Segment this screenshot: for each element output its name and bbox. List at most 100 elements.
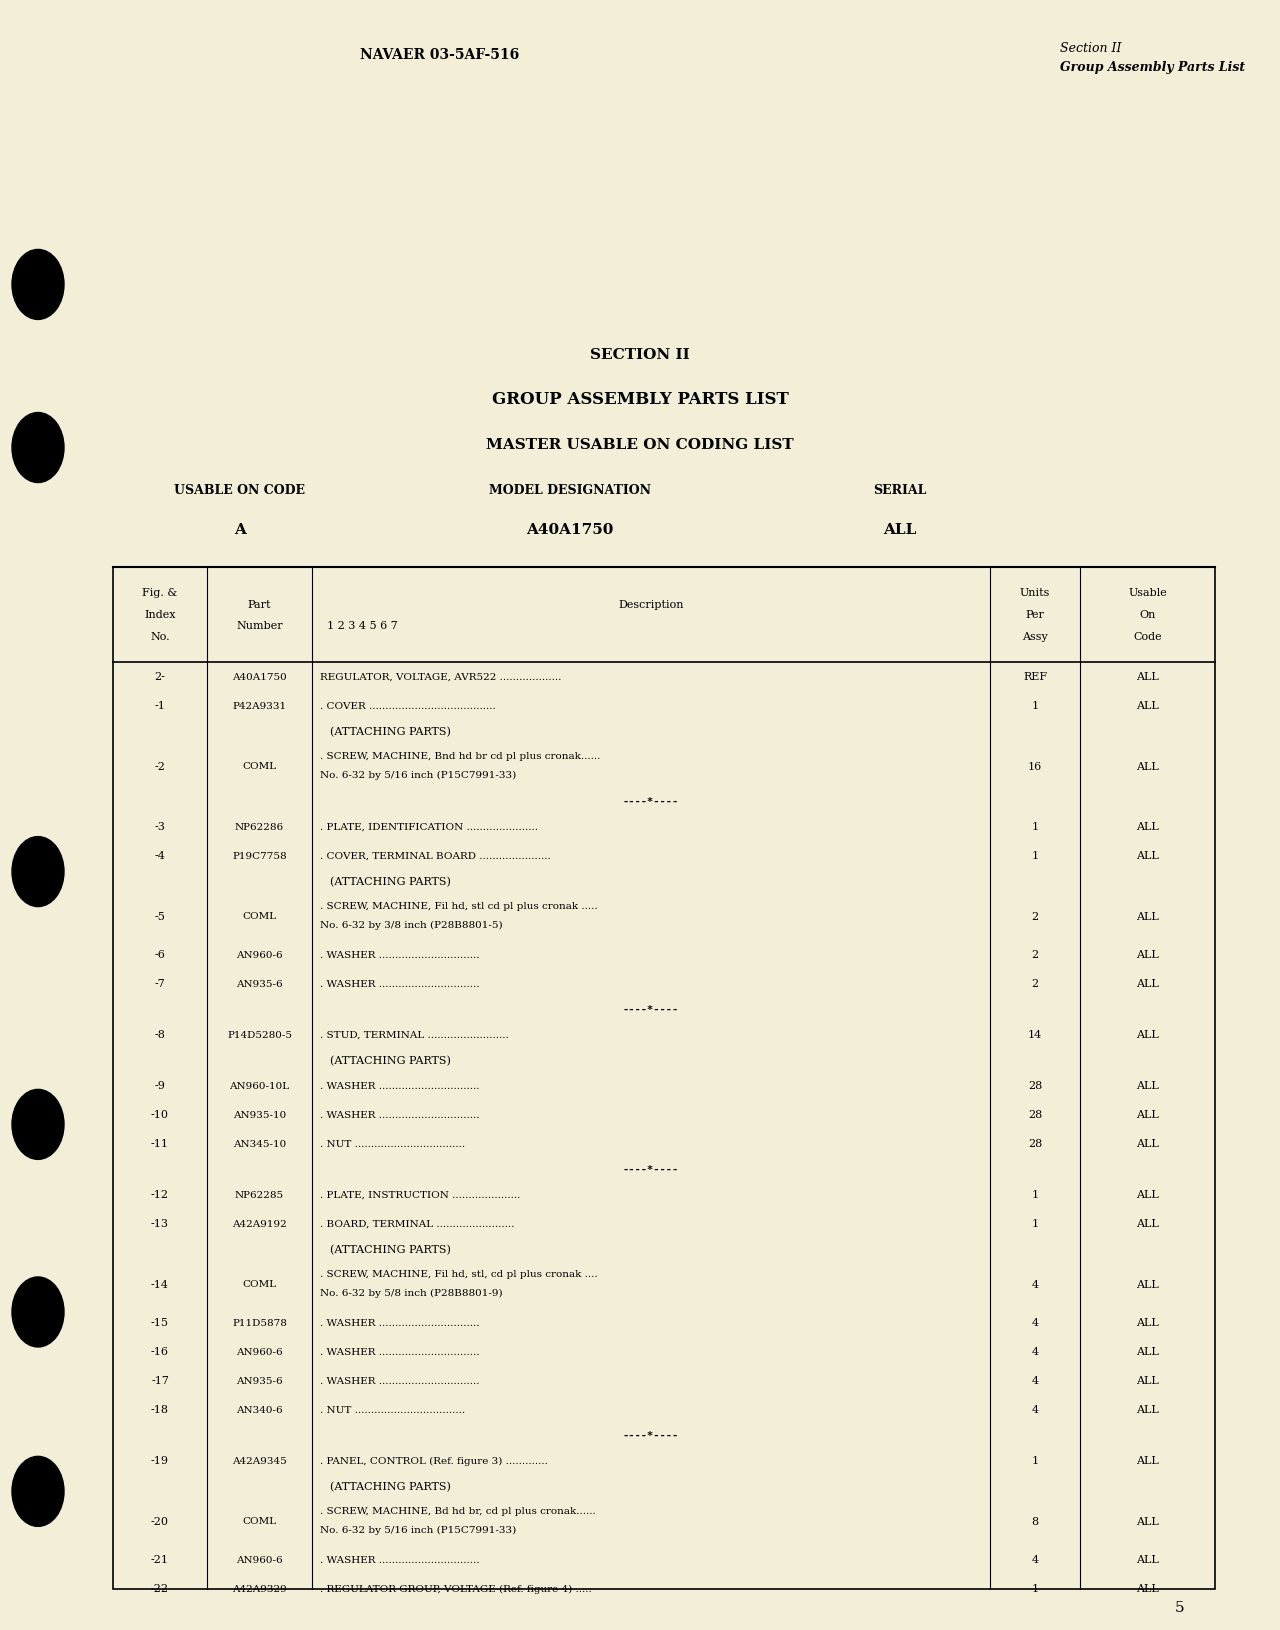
Text: COML: COML [242,911,276,921]
Text: ----*----: ----*---- [623,797,680,807]
Bar [113,567,1215,1589]
Text: . SCREW, MACHINE, Bnd hd br cd pl plus cronak......: . SCREW, MACHINE, Bnd hd br cd pl plus c… [320,751,600,761]
Text: -12: -12 [151,1190,169,1200]
Text: -4: -4 [155,851,165,861]
Text: . WASHER ...............................: . WASHER ............................... [320,1555,480,1565]
Text: ----*----: ----*---- [623,1430,680,1441]
Text: No. 6-32 by 5/16 inch (P15C7991-33): No. 6-32 by 5/16 inch (P15C7991-33) [320,771,516,779]
Ellipse shape [12,251,64,319]
Ellipse shape [12,1090,64,1159]
Text: P11D5878: P11D5878 [232,1319,287,1327]
Text: A42A9329: A42A9329 [232,1584,287,1593]
Text: -2: -2 [155,761,165,771]
Text: Assy: Assy [1023,632,1048,642]
Text: -7: -7 [155,980,165,989]
Text: NP62286: NP62286 [236,823,284,831]
Text: A42A9345: A42A9345 [232,1456,287,1465]
Text: AN960-6: AN960-6 [237,950,283,960]
Text: No. 6-32 by 5/16 inch (P15C7991-33): No. 6-32 by 5/16 inch (P15C7991-33) [320,1526,516,1534]
Text: A: A [234,523,246,536]
Text: 28: 28 [1028,1110,1042,1120]
Text: A42A9192: A42A9192 [232,1219,287,1229]
Text: Number: Number [237,621,283,631]
Text: ALL: ALL [1137,822,1158,831]
Text: 28: 28 [1028,1139,1042,1149]
Text: 2: 2 [1032,950,1038,960]
Text: . WASHER ...............................: . WASHER ............................... [320,1081,480,1090]
Text: (ATTACHING PARTS): (ATTACHING PARTS) [330,727,451,737]
Text: No.: No. [150,632,170,642]
Text: . PLATE, INSTRUCTION .....................: . PLATE, INSTRUCTION ...................… [320,1190,521,1200]
Text: . WASHER ...............................: . WASHER ............................... [320,1110,480,1120]
Text: ALL: ALL [1137,1030,1158,1040]
Text: SECTION II: SECTION II [590,347,690,362]
Text: -8: -8 [155,1030,165,1040]
Text: -10: -10 [151,1110,169,1120]
Text: . NUT ..................................: . NUT .................................. [320,1405,465,1415]
Text: 1: 1 [1032,1583,1038,1594]
Text: AN960-6: AN960-6 [237,1346,283,1356]
Text: . WASHER ...............................: . WASHER ............................... [320,1346,480,1356]
Text: . COVER, TERMINAL BOARD ......................: . COVER, TERMINAL BOARD ................… [320,851,550,861]
Text: -3: -3 [155,822,165,831]
Text: Section II: Section II [1060,41,1121,54]
Text: 1: 1 [1032,822,1038,831]
Text: ALL: ALL [1137,1376,1158,1386]
Text: ALL: ALL [1137,761,1158,771]
Text: -22: -22 [151,1583,169,1594]
Text: -18: -18 [151,1405,169,1415]
Text: P19C7758: P19C7758 [232,851,287,861]
Text: -20: -20 [151,1516,169,1526]
Text: -14: -14 [151,1280,169,1289]
Text: 1: 1 [1032,851,1038,861]
Text: AN935-6: AN935-6 [237,1376,283,1386]
Text: -13: -13 [151,1219,169,1229]
Text: . PANEL, CONTROL (Ref. figure 3) .............: . PANEL, CONTROL (Ref. figure 3) .......… [320,1456,548,1465]
Text: 16: 16 [1028,761,1042,771]
Text: A40A1750: A40A1750 [232,673,287,681]
Text: 4: 4 [1032,1376,1038,1386]
Text: Fig. &: Fig. & [142,588,178,598]
Text: ALL: ALL [1137,1346,1158,1356]
Text: 1: 1 [1032,1456,1038,1465]
Text: ALL: ALL [1137,701,1158,711]
Text: Units: Units [1020,588,1050,598]
Text: 4: 4 [1032,1405,1038,1415]
Text: Code: Code [1133,632,1162,642]
Text: . REGULATOR GROUP, VOLTAGE (Ref. figure 4) .....: . REGULATOR GROUP, VOLTAGE (Ref. figure … [320,1584,591,1593]
Text: NAVAER 03-5AF-516: NAVAER 03-5AF-516 [361,47,520,62]
Text: ALL: ALL [1137,1405,1158,1415]
Text: No. 6-32 by 3/8 inch (P28B8801-5): No. 6-32 by 3/8 inch (P28B8801-5) [320,921,503,929]
Text: AN935-10: AN935-10 [233,1110,287,1120]
Text: ALL: ALL [1137,1583,1158,1594]
Text: ALL: ALL [1137,1280,1158,1289]
Text: AN340-6: AN340-6 [237,1405,283,1415]
Text: . BOARD, TERMINAL ........................: . BOARD, TERMINAL ......................… [320,1219,515,1229]
Text: ALL: ALL [1137,1110,1158,1120]
Ellipse shape [12,1457,64,1526]
Text: . WASHER ...............................: . WASHER ............................... [320,1376,480,1386]
Text: COML: COML [242,1280,276,1289]
Text: ALL: ALL [1137,1139,1158,1149]
Text: AN935-6: AN935-6 [237,980,283,988]
Text: 28: 28 [1028,1081,1042,1090]
Text: (ATTACHING PARTS): (ATTACHING PARTS) [330,1055,451,1066]
Text: -6: -6 [155,950,165,960]
Text: -11: -11 [151,1139,169,1149]
Text: REGULATOR, VOLTAGE, AVR522 ...................: REGULATOR, VOLTAGE, AVR522 .............… [320,673,562,681]
Text: 4: 4 [1032,1280,1038,1289]
Text: USABLE ON CODE: USABLE ON CODE [174,482,306,496]
Text: 14: 14 [1028,1030,1042,1040]
Text: ALL: ALL [1137,950,1158,960]
Text: Index: Index [145,610,175,619]
Text: ----*----: ----*---- [623,1164,680,1174]
Text: On: On [1139,610,1156,619]
Text: ALL: ALL [1137,851,1158,861]
Text: . WASHER ...............................: . WASHER ............................... [320,1319,480,1327]
Text: ALL: ALL [883,523,916,536]
Text: 2: 2 [1032,911,1038,921]
Text: 5: 5 [1175,1601,1185,1614]
Text: . WASHER ...............................: . WASHER ............................... [320,980,480,988]
Text: (ATTACHING PARTS): (ATTACHING PARTS) [330,1244,451,1255]
Text: ALL: ALL [1137,1516,1158,1526]
